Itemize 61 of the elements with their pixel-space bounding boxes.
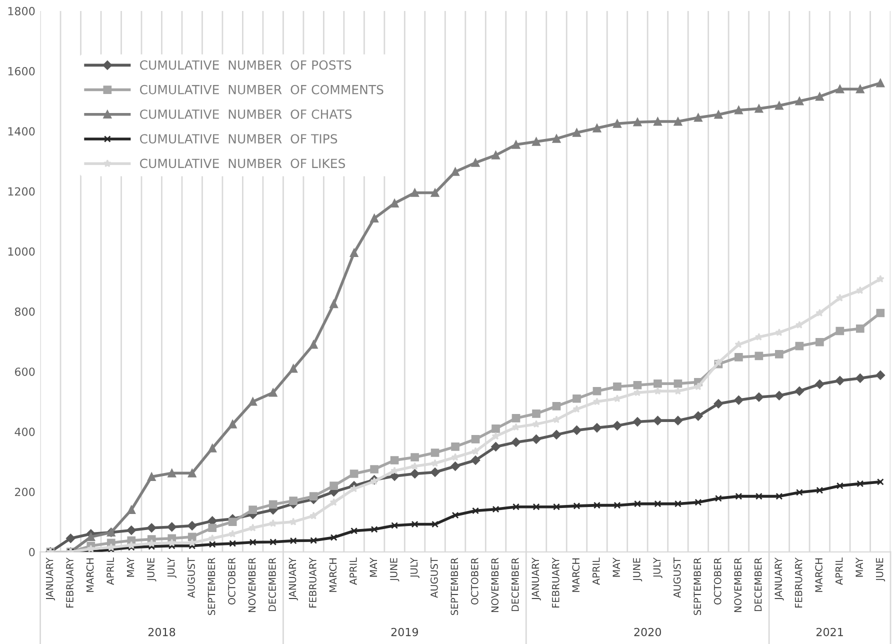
text: 2018 <box>148 628 176 636</box>
x-tick-label: MARCH <box>329 558 337 592</box>
legend-label: CUMULATIVE NUMBER OF COMMENTS <box>140 84 384 94</box>
legend-label: CUMULATIVE NUMBER OF POSTS <box>140 60 352 70</box>
x-tick-label: JULY <box>410 557 420 578</box>
x-tick-label: DECEMBER <box>268 558 276 612</box>
x-tick-label: JANUARY <box>288 557 298 600</box>
x-tick-label: MARCH <box>572 558 580 592</box>
x-tick-label: FEBRUARY <box>66 557 74 608</box>
legend-label: CUMULATIVE NUMBER OF LIKES <box>140 158 346 168</box>
x-tick-label: JULY <box>167 557 176 578</box>
x-tick-label: SEPTEMBER <box>694 558 702 616</box>
y-tick-label: 1200 <box>8 187 35 196</box>
x-tick-label: JANUARY <box>532 557 541 600</box>
legend-label: CUMULATIVE NUMBER OF CHATS <box>140 109 352 119</box>
y-tick-label: 1400 <box>8 127 35 136</box>
x-tick-label: APRIL <box>350 558 357 585</box>
x-tick-label: NOVEMBER <box>248 558 256 612</box>
x-tick-label: OCTOBER <box>470 558 478 605</box>
text: 2019 <box>391 628 418 636</box>
y-tick-label: 1600 <box>8 67 35 76</box>
x-tick-label: OCTOBER <box>714 558 722 605</box>
x-tick-label: NOVEMBER <box>734 558 742 612</box>
x-tick-label: JULY <box>653 557 662 578</box>
x-tick-label: MAY <box>612 557 620 577</box>
y-tick-label: 1000 <box>8 247 35 256</box>
x-tick-label: FEBRUARY <box>552 557 560 608</box>
x-tick-label: JANUARY <box>46 557 56 600</box>
y-tick-label: 1800 <box>8 6 35 16</box>
x-tick-label: APRIL <box>836 558 843 585</box>
x-tick-label: FEBRUARY <box>795 557 802 608</box>
legend-label: CUMULATIVE NUMBER OF TIPS <box>140 134 338 144</box>
x-tick-label: APRIL <box>592 558 600 585</box>
x-tick-label: OCTOBER <box>228 558 236 605</box>
y-tick-label: 0 <box>29 548 35 556</box>
x-tick-label: NOVEMBER <box>491 558 499 612</box>
x-tick-label: MAY <box>856 557 863 577</box>
x-tick-label: JUNE <box>147 558 156 582</box>
x-tick-label: SEPTEMBER <box>208 558 216 616</box>
x-tick-label: JUNE <box>876 558 886 582</box>
x-tick-label: MARCH <box>815 558 822 592</box>
x-tick-label: MAY <box>370 557 377 577</box>
text: 2021 <box>816 628 843 636</box>
x-tick-label: SEPTEMBER <box>450 558 458 616</box>
x-tick-label: JUNE <box>390 558 400 582</box>
y-tick-label: 400 <box>14 428 35 436</box>
x-tick-label: APRIL <box>106 558 114 585</box>
x-tick-label: JUNE <box>633 558 642 582</box>
x-tick-label: JANUARY <box>774 557 784 600</box>
y-tick-label: 200 <box>15 488 35 496</box>
x-tick-label: AUGUST <box>430 557 438 598</box>
x-tick-label: FEBRUARY <box>309 557 316 608</box>
x-tick-label: DECEMBER <box>511 558 519 612</box>
x-tick-label: AUGUST <box>188 557 195 598</box>
y-tick-label: 600 <box>14 368 35 376</box>
text: 2020 <box>634 628 661 636</box>
x-tick-label: MAY <box>126 557 134 577</box>
x-tick-label: MARCH <box>86 558 94 592</box>
x-tick-label: DECEMBER <box>754 558 762 612</box>
y-tick-label: 800 <box>14 307 35 316</box>
x-tick-label: AUGUST <box>673 557 681 598</box>
